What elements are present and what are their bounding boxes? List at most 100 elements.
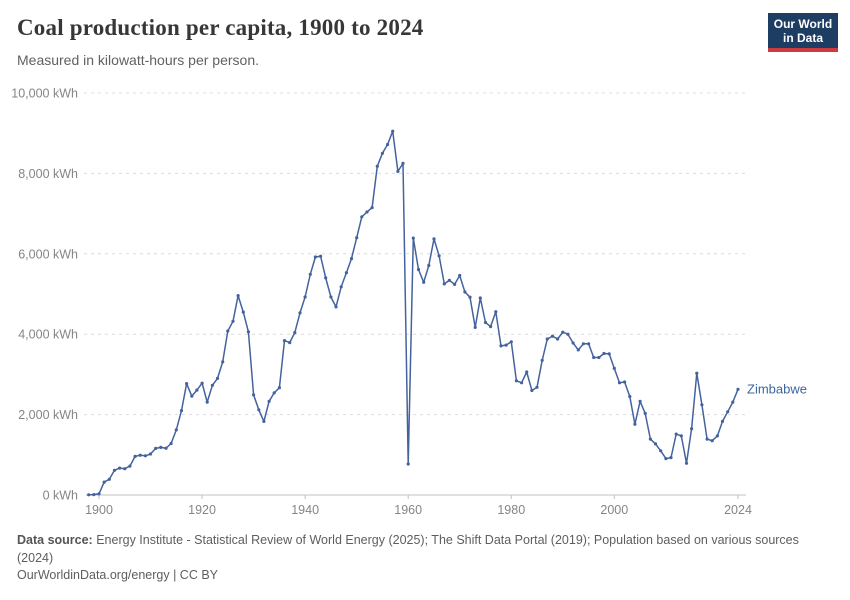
data-point-marker bbox=[118, 466, 122, 470]
data-point-marker bbox=[334, 305, 338, 309]
data-point-marker bbox=[674, 432, 678, 436]
datasource-label: Data source: bbox=[17, 533, 93, 547]
data-point-marker bbox=[556, 337, 560, 341]
data-point-marker bbox=[355, 236, 359, 240]
data-point-marker bbox=[504, 343, 508, 347]
data-point-marker bbox=[566, 332, 570, 336]
data-point-marker bbox=[489, 325, 493, 329]
data-point-marker bbox=[432, 237, 436, 241]
data-point-marker bbox=[262, 419, 266, 423]
data-point-marker bbox=[159, 445, 163, 449]
data-point-marker bbox=[112, 468, 117, 472]
chart-subtitle: Measured in kilowatt-hours per person. bbox=[17, 52, 260, 68]
data-point-marker bbox=[720, 419, 725, 423]
data-point-marker bbox=[97, 492, 101, 496]
data-point-marker bbox=[241, 310, 245, 314]
data-point-marker bbox=[143, 454, 147, 458]
page-title: Coal production per capita, 1900 to 2024 bbox=[17, 15, 424, 40]
data-point-marker bbox=[520, 381, 524, 385]
data-point-marker bbox=[679, 434, 683, 438]
y-axis-tick-label: 2,000 kWh bbox=[18, 408, 78, 422]
data-point-marker bbox=[298, 311, 302, 315]
data-point-marker bbox=[148, 452, 153, 456]
data-point-marker bbox=[736, 387, 740, 391]
data-point-marker bbox=[684, 461, 689, 465]
data-point-marker bbox=[380, 151, 384, 155]
data-point-marker bbox=[154, 446, 158, 450]
data-point-marker bbox=[437, 254, 441, 258]
data-point-marker bbox=[179, 409, 184, 413]
data-point-marker bbox=[638, 399, 642, 403]
data-point-marker bbox=[236, 294, 240, 298]
data-point-marker bbox=[453, 282, 457, 286]
data-point-marker bbox=[422, 280, 426, 284]
data-point-marker bbox=[710, 439, 714, 443]
y-axis-tick-label: 10,000 kWh bbox=[11, 87, 78, 101]
data-point-marker bbox=[550, 334, 555, 338]
datasource-text: Energy Institute - Statistical Review of… bbox=[17, 533, 799, 566]
data-point-marker bbox=[272, 391, 276, 395]
data-point-marker bbox=[653, 442, 658, 446]
data-point-marker bbox=[612, 366, 616, 370]
data-point-marker bbox=[576, 348, 580, 352]
data-point-marker bbox=[540, 358, 544, 362]
data-point-marker bbox=[370, 206, 374, 210]
y-axis-tick-label: 4,000 kWh bbox=[18, 328, 78, 342]
data-point-marker bbox=[525, 370, 529, 374]
data-point-marker bbox=[499, 344, 503, 348]
data-point-marker bbox=[257, 408, 261, 412]
data-point-marker bbox=[226, 329, 230, 333]
data-point-marker bbox=[530, 388, 534, 393]
data-point-marker bbox=[468, 295, 472, 299]
owid-logo-line1: Our World bbox=[773, 16, 833, 31]
data-point-marker bbox=[602, 351, 606, 356]
x-axis-tick-label: 1940 bbox=[291, 503, 319, 517]
x-axis-tick-label: 1900 bbox=[85, 503, 113, 517]
data-point-marker bbox=[514, 379, 519, 383]
x-axis-tick-label: 2000 bbox=[600, 503, 628, 517]
data-point-marker bbox=[267, 399, 271, 403]
data-point-marker bbox=[87, 493, 91, 497]
data-point-marker bbox=[545, 337, 549, 341]
data-point-marker bbox=[190, 394, 194, 398]
data-point-marker bbox=[92, 493, 96, 497]
data-point-marker bbox=[617, 381, 622, 385]
data-point-marker bbox=[133, 454, 137, 458]
data-point-marker bbox=[329, 295, 333, 299]
footer-datasource: Data source: Energy Institute - Statisti… bbox=[17, 531, 819, 567]
data-point-marker bbox=[411, 236, 415, 240]
data-point-marker bbox=[365, 210, 369, 214]
data-point-marker bbox=[102, 480, 106, 484]
data-point-marker bbox=[107, 477, 111, 481]
data-point-marker bbox=[633, 422, 637, 426]
data-point-marker bbox=[195, 388, 199, 392]
data-point-marker bbox=[695, 371, 699, 375]
data-point-marker bbox=[277, 386, 281, 390]
series-line bbox=[87, 130, 739, 496]
data-point-marker bbox=[344, 271, 348, 275]
data-point-marker bbox=[200, 381, 204, 385]
data-point-marker bbox=[664, 457, 668, 461]
data-point-marker bbox=[726, 410, 730, 414]
data-point-marker bbox=[406, 462, 410, 466]
data-point-marker bbox=[386, 142, 390, 147]
data-point-marker bbox=[463, 290, 467, 294]
data-point-marker bbox=[509, 340, 513, 344]
data-point-marker bbox=[715, 434, 720, 438]
data-point-marker bbox=[535, 385, 539, 389]
data-point-marker bbox=[623, 380, 627, 384]
data-point-marker bbox=[561, 330, 565, 334]
data-point-marker bbox=[138, 453, 142, 457]
data-point-marker bbox=[700, 403, 704, 407]
x-axis-tick-label: 1920 bbox=[188, 503, 216, 517]
data-point-marker bbox=[494, 310, 498, 314]
data-point-marker bbox=[375, 164, 379, 168]
y-axis-tick-label: 8,000 kWh bbox=[18, 167, 78, 181]
data-point-marker bbox=[401, 161, 405, 165]
data-point-marker bbox=[648, 437, 653, 441]
data-point-marker bbox=[628, 394, 632, 399]
data-point-marker bbox=[427, 263, 431, 268]
data-point-marker bbox=[447, 278, 451, 282]
y-axis-tick-label: 6,000 kWh bbox=[18, 247, 78, 261]
data-point-marker bbox=[221, 360, 225, 364]
